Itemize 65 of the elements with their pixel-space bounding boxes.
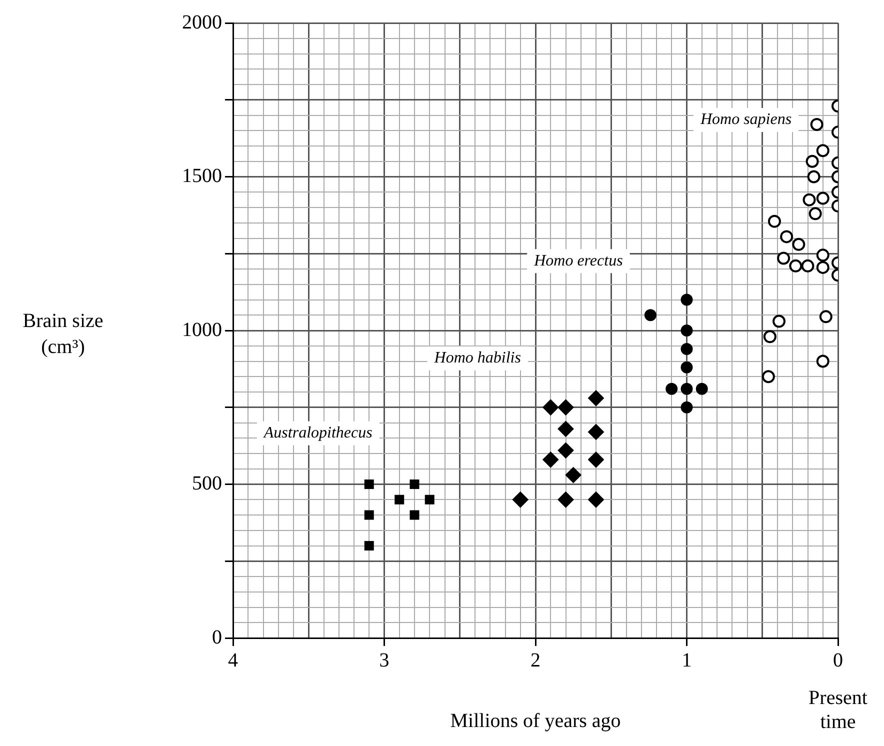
point <box>816 354 830 368</box>
text: Present time <box>808 686 868 734</box>
series-label: Homo sapiens <box>699 111 792 128</box>
point <box>789 259 802 272</box>
y-tick-label: 0 <box>212 626 222 648</box>
point <box>588 452 604 468</box>
point <box>762 370 775 384</box>
point <box>565 467 582 484</box>
point <box>768 214 781 228</box>
x-tick-label: 2 <box>530 649 540 672</box>
point <box>542 399 559 416</box>
point <box>558 399 574 416</box>
text: Australopithecus <box>262 424 372 442</box>
y-axis-title: Brain size (cm³) <box>22 309 104 360</box>
point <box>802 193 816 206</box>
point <box>680 294 693 306</box>
point <box>680 401 693 414</box>
point <box>588 492 604 508</box>
point <box>644 309 656 322</box>
point <box>808 207 822 220</box>
point <box>807 170 820 184</box>
point <box>364 541 374 550</box>
x-tick-label: 3 <box>379 649 390 672</box>
point <box>588 424 604 440</box>
point <box>424 494 434 504</box>
x-tick-label: 0 <box>833 649 843 672</box>
point <box>680 324 693 336</box>
point <box>819 310 832 324</box>
point <box>512 492 528 508</box>
point <box>680 342 693 355</box>
point <box>542 452 559 468</box>
point <box>801 259 814 272</box>
point <box>410 510 420 520</box>
point <box>816 192 830 205</box>
point <box>680 361 693 374</box>
point <box>696 382 708 395</box>
point <box>558 442 574 458</box>
point <box>810 118 824 131</box>
text: Homo habilis <box>433 350 521 367</box>
point <box>772 314 786 328</box>
text: Homo erectus <box>533 252 623 270</box>
x-axis-title: Millions of years ago <box>450 710 621 732</box>
y-tick-label: 2000 <box>182 11 222 34</box>
point <box>588 390 604 406</box>
point <box>777 252 790 265</box>
point <box>780 230 794 244</box>
point <box>792 238 806 251</box>
point <box>816 260 830 274</box>
y-tick-label: 500 <box>192 472 222 494</box>
point <box>394 494 404 504</box>
point <box>666 382 678 395</box>
point <box>816 248 830 262</box>
point <box>364 510 374 520</box>
x-tick-label: 1 <box>682 649 692 672</box>
x-tick-label: 4 <box>228 649 238 672</box>
y-tick-label: 1000 <box>182 318 222 341</box>
point <box>763 330 776 344</box>
point <box>816 144 830 158</box>
point <box>558 492 574 508</box>
point <box>680 382 693 395</box>
point <box>410 480 420 489</box>
point <box>806 154 819 168</box>
point <box>364 480 374 489</box>
y-tick-label: 1500 <box>182 165 222 187</box>
point <box>558 420 574 437</box>
